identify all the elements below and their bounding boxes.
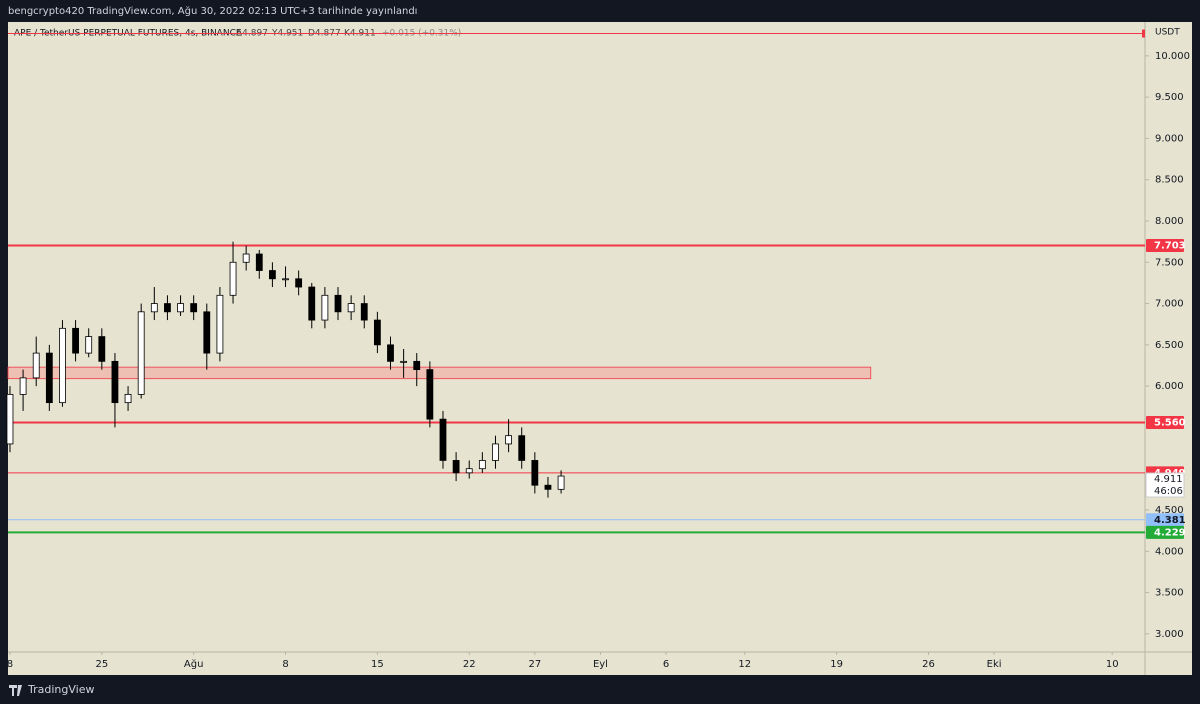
candle-body — [518, 435, 526, 461]
y-tick-label: 8.000 — [1155, 216, 1184, 227]
x-tick-label: Eki — [987, 659, 1002, 670]
footer-brand: TradingView — [27, 683, 94, 696]
candle-body — [478, 460, 486, 470]
y-tick-label: 9.500 — [1155, 92, 1184, 103]
x-tick-label: 15 — [371, 659, 384, 670]
candle-body — [32, 352, 40, 379]
candle-body — [505, 435, 512, 445]
candle-body — [216, 294, 224, 354]
y-tick-label: 7.500 — [1155, 257, 1184, 268]
candle-body — [439, 418, 447, 461]
candle-body — [387, 344, 394, 362]
plot-bg — [8, 22, 1192, 675]
candle-body — [373, 319, 381, 346]
x-tick-label: 22 — [463, 659, 476, 670]
x-tick-label: 27 — [528, 659, 541, 670]
x-tick-label: 25 — [95, 659, 108, 670]
level-label: 4.381 — [1154, 515, 1186, 526]
candle-body — [308, 286, 316, 321]
candle-body — [45, 352, 53, 404]
candle-body — [72, 327, 79, 354]
candle-body — [98, 336, 106, 362]
y-tick-label: 4.500 — [1155, 505, 1184, 516]
x-tick-label: 8 — [7, 659, 13, 670]
last-price: 4.911 — [1154, 474, 1183, 485]
candle-body — [452, 460, 460, 474]
candle-body — [255, 253, 263, 271]
level-handle — [1142, 29, 1145, 38]
level-label-bg — [1146, 513, 1184, 527]
candle-body — [413, 360, 421, 371]
candle-body — [111, 360, 119, 404]
candle-body — [6, 393, 14, 445]
candle-body — [282, 278, 289, 281]
y-tick-label: 9.000 — [1155, 133, 1184, 144]
candle-body — [203, 311, 211, 354]
y-tick-label: 3.000 — [1155, 629, 1184, 640]
candle-body — [269, 270, 276, 280]
candle-body — [295, 278, 303, 288]
level-label: 5.560 — [1154, 417, 1186, 428]
last-price-bg — [1145, 472, 1185, 498]
x-tick-label: 19 — [830, 659, 843, 670]
x-tick-label: 8 — [282, 659, 288, 670]
candle-body — [334, 294, 342, 313]
candle-body — [557, 475, 565, 490]
y-tick-label: 6.500 — [1155, 340, 1184, 351]
header-title: bengcrypto420 TradingView.com, Ağu 30, 2… — [8, 5, 417, 17]
candle-body — [137, 311, 145, 395]
candle-body — [229, 261, 237, 296]
candle-body — [465, 468, 473, 474]
candle-body — [492, 443, 499, 461]
x-tick-label: Eyl — [593, 659, 608, 670]
level-label: 4.229 — [1154, 527, 1186, 538]
candle-body — [150, 303, 158, 313]
candle-body — [19, 377, 27, 395]
x-tick-label: Ağu — [184, 658, 204, 670]
candle-body — [59, 327, 66, 404]
candle-body — [321, 294, 329, 321]
candle-body — [242, 253, 250, 263]
y-tick-label: 4.000 — [1155, 546, 1184, 557]
y-tick-label: 3.500 — [1155, 588, 1184, 599]
zone — [7, 366, 872, 380]
x-tick-label: 12 — [738, 659, 751, 670]
candle-body — [360, 303, 368, 321]
candle-body — [426, 369, 434, 420]
x-tick-label: 6 — [663, 659, 669, 670]
candle-body — [531, 460, 539, 486]
logo — [9, 685, 22, 696]
y-tick-label: 6.000 — [1155, 381, 1184, 392]
level-label-bg — [1146, 239, 1184, 253]
x-tick-label: 26 — [922, 659, 935, 670]
axis-unit: USDT — [1155, 28, 1180, 38]
candle-body — [544, 484, 552, 490]
candle-body — [347, 303, 355, 313]
y-tick-label: 7.000 — [1155, 299, 1184, 310]
level-label-bg — [1146, 525, 1184, 539]
candle-body — [177, 303, 184, 313]
candle-body — [124, 393, 132, 404]
countdown: 46:06 — [1154, 486, 1183, 497]
candle-body — [400, 360, 408, 363]
level-label: 7.703 — [1154, 241, 1186, 252]
candle-body — [164, 303, 171, 313]
x-tick-label: 10 — [1106, 659, 1119, 670]
candle-body — [85, 336, 93, 354]
level-label-bg — [1146, 415, 1184, 429]
y-tick-label: 10.000 — [1155, 51, 1190, 62]
candle-body — [190, 303, 198, 313]
y-tick-label: 8.500 — [1155, 175, 1184, 186]
